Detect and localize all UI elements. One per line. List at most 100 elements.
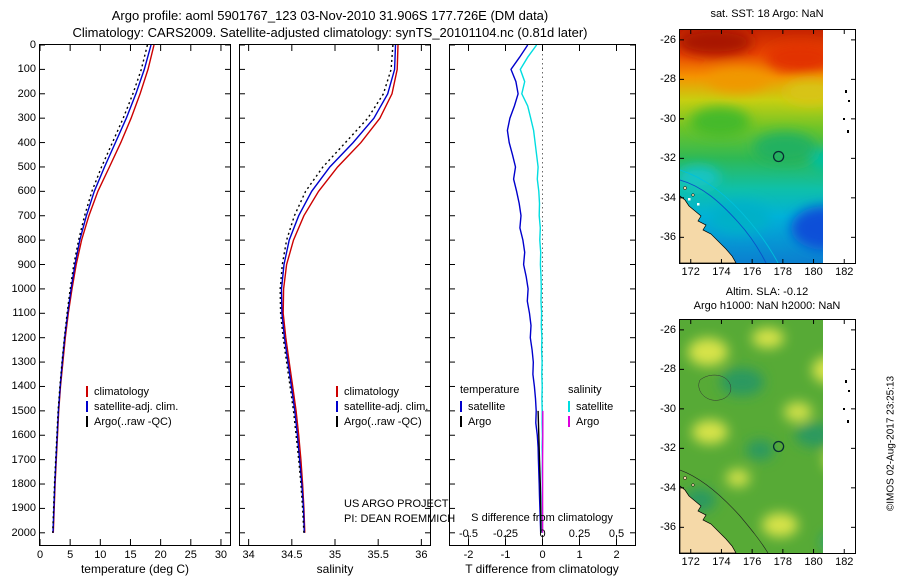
x-tick-label: 0 bbox=[36, 549, 44, 561]
x-tick-label: 15 bbox=[124, 549, 137, 561]
contour-line bbox=[698, 374, 732, 401]
argo-heights-label: Argo h1000: NaN h2000: NaN bbox=[693, 300, 841, 312]
sla-map-panel bbox=[679, 319, 856, 554]
depth-tick-label: 0 bbox=[29, 39, 36, 51]
series-line bbox=[52, 45, 155, 533]
x-tick-label: 0 bbox=[539, 549, 546, 561]
lon-tick-label: 174 bbox=[712, 266, 731, 278]
x-tick-label: 25 bbox=[184, 549, 197, 561]
depth-tick-label: 1600 bbox=[11, 429, 36, 442]
no-data-strip bbox=[823, 30, 855, 263]
depth-tick-label: 100 bbox=[17, 63, 36, 76]
legend-item-argo: Argo(..raw -QC) bbox=[336, 414, 428, 429]
depth-tick-label: 1200 bbox=[11, 331, 36, 344]
kermadec-islands bbox=[843, 380, 850, 423]
legend-item-s-argo: Argo bbox=[568, 414, 613, 429]
lon-tick-label: 182 bbox=[835, 266, 854, 278]
top-x-tick-label: -0.25 bbox=[492, 528, 519, 540]
depth-tick-label: 1700 bbox=[11, 453, 36, 466]
lat-tick-label: -36 bbox=[660, 521, 676, 534]
legend-item-argo: Argo(..raw -QC) bbox=[86, 414, 178, 429]
difference-panel bbox=[449, 44, 636, 546]
climatology-line-swatch bbox=[86, 386, 88, 397]
lat-tick-label: -30 bbox=[660, 112, 676, 125]
project-credit: US ARGO PROJECT PI: DEAN ROEMMICH bbox=[344, 497, 455, 527]
lat-tick-label: -32 bbox=[660, 442, 676, 455]
top-x-tick-label: 0 bbox=[539, 528, 546, 540]
island bbox=[683, 186, 687, 190]
difference-temperature-legend: temperature satellite Argo bbox=[460, 384, 519, 429]
legend-item-climatology: climatology bbox=[336, 384, 428, 399]
argo-float-marker bbox=[772, 150, 785, 163]
argo-float-marker bbox=[772, 440, 785, 453]
argo-line-swatch bbox=[86, 416, 88, 427]
lon-tick-label: 178 bbox=[773, 266, 793, 278]
coastal-station-marker bbox=[697, 203, 700, 206]
sst-anomaly-blobs bbox=[680, 30, 855, 250]
legend-label: Argo bbox=[468, 415, 492, 428]
depth-tick-label: 1400 bbox=[11, 380, 36, 393]
depth-tick-label: 1000 bbox=[11, 282, 36, 295]
sla-map bbox=[680, 320, 855, 553]
depth-tick-label: 1500 bbox=[11, 404, 36, 417]
legend-item-t-satellite: satellite bbox=[460, 399, 519, 414]
isobath-contour bbox=[680, 179, 767, 263]
x-tick-label: 36 bbox=[415, 549, 428, 561]
depth-tick-label: 800 bbox=[17, 234, 36, 247]
s-argo-line-swatch bbox=[568, 416, 570, 427]
legend-header-temperature: temperature bbox=[460, 384, 520, 396]
legend-item-satellite: satellite-adj. clim. bbox=[336, 399, 428, 414]
lat-tick-label: -28 bbox=[660, 73, 676, 86]
series-line bbox=[282, 45, 399, 533]
series-line bbox=[506, 45, 542, 533]
series-line bbox=[537, 410, 542, 533]
depth-tick-label: 1100 bbox=[12, 307, 36, 320]
x-tick-label: 10 bbox=[94, 549, 107, 561]
lat-tick-label: -26 bbox=[660, 323, 676, 336]
s-difference-label: S difference from climatology bbox=[471, 512, 613, 524]
attribution: ©IMOS 02-Aug-2017 23:25:13 bbox=[885, 375, 897, 512]
legend-label: climatology bbox=[344, 385, 400, 398]
island bbox=[691, 483, 695, 487]
contour-line bbox=[680, 469, 769, 553]
lon-tick-label: 172 bbox=[681, 266, 700, 278]
depth-tick-label: 200 bbox=[17, 87, 36, 100]
argo-line-swatch bbox=[336, 416, 338, 427]
sla-label: Altim. SLA: -0.12 bbox=[725, 286, 809, 298]
x-tick-label: 5 bbox=[67, 549, 74, 561]
series-line bbox=[280, 45, 397, 533]
project-pi: PI: DEAN ROEMMICH bbox=[344, 513, 456, 525]
legend-label: satellite bbox=[468, 400, 506, 413]
lon-tick-label: 178 bbox=[773, 556, 793, 568]
x-tick-label: 30 bbox=[214, 549, 228, 561]
no-data-strip bbox=[823, 320, 855, 553]
depth-tick-label: 900 bbox=[17, 258, 36, 271]
legend-item-t-argo: Argo bbox=[460, 414, 519, 429]
isobath-contour bbox=[680, 169, 779, 263]
series-line bbox=[52, 45, 149, 533]
salinity-plot bbox=[240, 45, 430, 545]
lon-tick-label: 172 bbox=[681, 556, 700, 568]
island bbox=[683, 476, 687, 480]
lat-tick-label: -36 bbox=[660, 231, 676, 244]
legend-label: satellite bbox=[576, 400, 614, 413]
x-tick-label: -2 bbox=[463, 549, 474, 561]
legend-item-climatology: climatology bbox=[86, 384, 178, 399]
depth-tick-label: 700 bbox=[17, 209, 36, 222]
kermadec-islands bbox=[843, 90, 850, 133]
figure-subtitle: Climatology: CARS2009. Satellite-adjuste… bbox=[72, 25, 588, 40]
lat-tick-label: -32 bbox=[660, 152, 676, 165]
figure-title: Argo profile: aoml 5901767_123 03-Nov-20… bbox=[111, 8, 549, 23]
x-tick-label: 20 bbox=[154, 549, 167, 561]
temperature-legend: climatology satellite-adj. clim. Argo(..… bbox=[86, 384, 178, 429]
salinity-legend: climatology satellite-adj. clim. Argo(..… bbox=[336, 384, 428, 429]
depth-tick-label: 600 bbox=[17, 185, 36, 198]
series-line bbox=[279, 45, 394, 533]
legend-label: satellite-adj. clim. bbox=[344, 400, 429, 413]
depth-tick-label: 1300 bbox=[11, 356, 36, 369]
lon-tick-label: 176 bbox=[742, 266, 762, 278]
top-x-tick-label: -0.5 bbox=[459, 528, 478, 540]
depth-tick-label: 2000 bbox=[11, 526, 36, 539]
x-tick-label: -1 bbox=[500, 549, 511, 561]
